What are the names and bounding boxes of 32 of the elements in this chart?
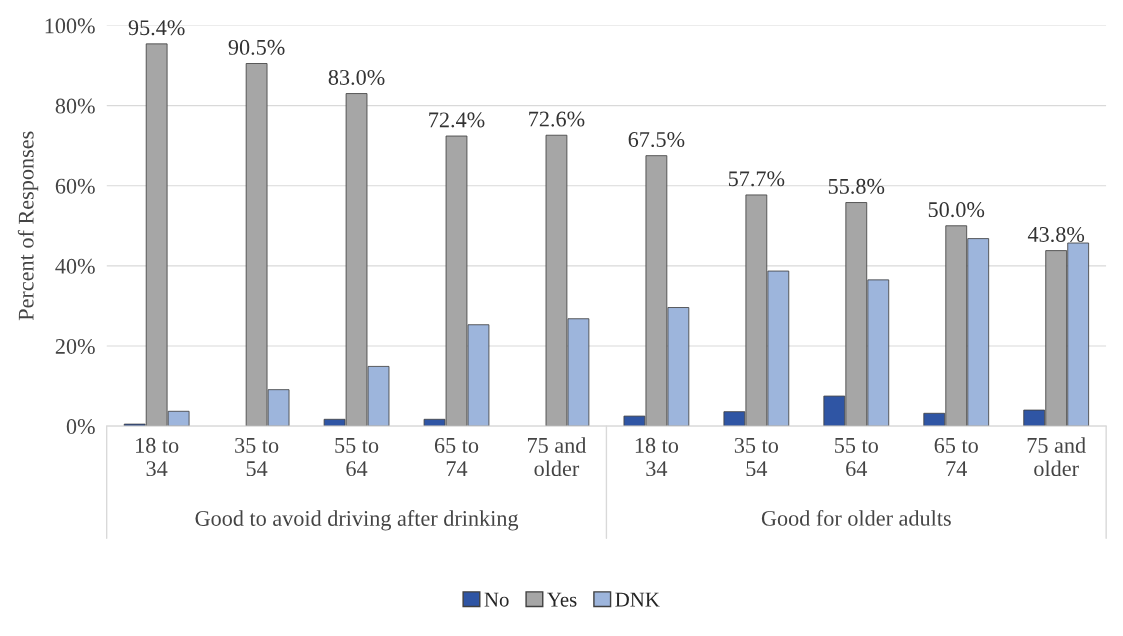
x-tick-label: 35 to 54 — [235, 437, 279, 477]
x-tick-label: 18 to 34 — [136, 437, 179, 477]
y-tick-label: 40% — [55, 258, 95, 274]
data-label: 43.8% — [1027, 226, 1085, 243]
data-label: 57.7% — [728, 171, 785, 187]
x-tick-label: 35 to 54 — [734, 437, 779, 477]
x-tick-label: 18 to 34 — [635, 437, 679, 477]
legend-label: No — [484, 592, 509, 607]
data-label: 72.4% — [429, 112, 485, 128]
data-label: 90.5% — [228, 39, 285, 55]
data-label: 95.4% — [128, 20, 185, 36]
y-axis-title: Percent of Responses — [17, 131, 39, 321]
data-label: 50.0% — [928, 202, 985, 218]
text: Good to avoid driving after drinking — [195, 510, 519, 531]
y-tick-label: 80% — [55, 98, 95, 114]
x-tick-label: 65 to 74 — [434, 437, 479, 476]
data-label: 83.0% — [328, 69, 385, 85]
data-label: 55.8% — [828, 178, 885, 194]
x-tick-label: 75 and older — [1027, 437, 1086, 477]
x-tick-label: 65 to 74 — [934, 437, 978, 476]
legend-label: DNK — [615, 592, 660, 607]
data-label: 67.5% — [628, 131, 685, 148]
data-label: 72.6% — [529, 111, 585, 127]
y-tick-label: 0% — [66, 419, 95, 435]
legend-label: Yes — [547, 592, 577, 607]
y-tick-label: 20% — [55, 338, 95, 354]
x-tick-label: 75 and older — [527, 437, 587, 477]
y-tick-label: 60% — [55, 178, 95, 194]
x-tick-label: 55 to 64 — [835, 438, 878, 477]
y-tick-label: 100% — [45, 18, 95, 34]
x-tick-label: 55 to 64 — [335, 438, 379, 477]
text: Good for older adults — [761, 509, 951, 526]
